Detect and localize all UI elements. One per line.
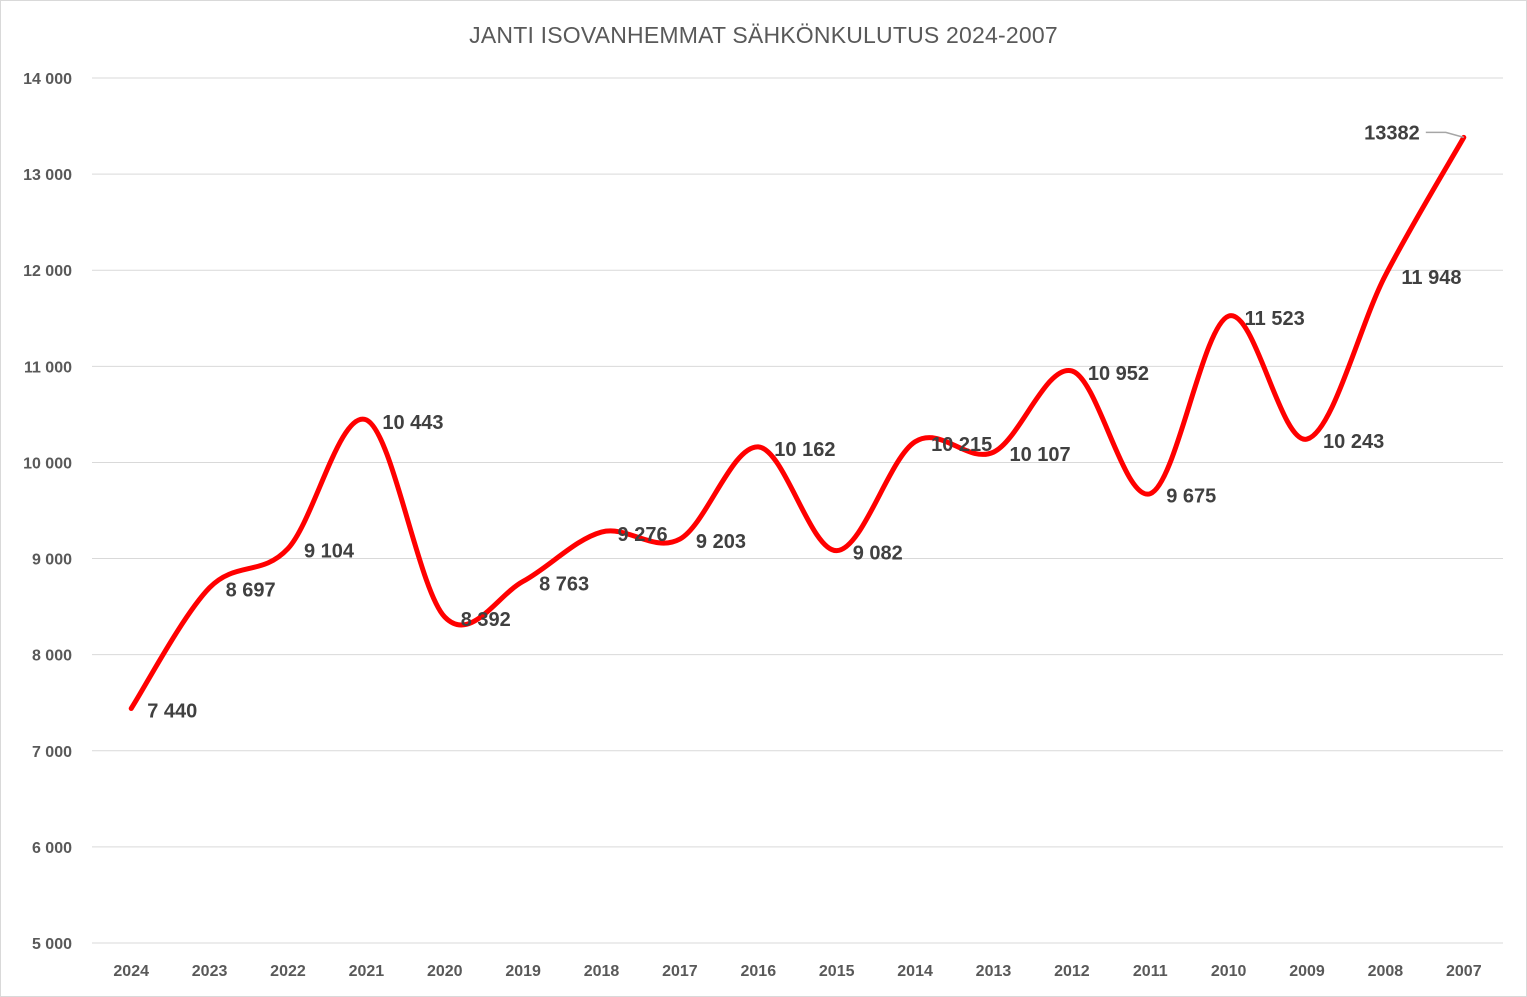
x-tick-label: 2011 <box>1133 963 1168 980</box>
data-label: 10 243 <box>1323 431 1384 453</box>
x-tick-label: 2023 <box>192 963 228 980</box>
x-tick-label: 2022 <box>270 963 306 980</box>
x-tick-label: 2018 <box>584 963 620 980</box>
data-label: 10 215 <box>931 434 992 456</box>
y-tick-label: 12 000 <box>23 263 72 280</box>
x-tick-label: 2007 <box>1446 963 1482 980</box>
data-label: 11 948 <box>1401 267 1461 289</box>
x-tick-label: 2019 <box>505 963 541 980</box>
data-label: 8 697 <box>226 580 276 602</box>
y-tick-label: 9 000 <box>32 552 72 569</box>
y-tick-label: 13 000 <box>23 167 72 184</box>
y-tick-label: 5 000 <box>32 936 72 953</box>
x-tick-label: 2010 <box>1211 963 1247 980</box>
data-label: 8 763 <box>539 573 589 595</box>
x-tick-label: 2021 <box>349 963 385 980</box>
series-line <box>128 134 1467 711</box>
y-tick-label: 14 000 <box>23 71 72 88</box>
x-tick-label: 2015 <box>819 963 855 980</box>
chart-title: JANTI ISOVANHEMMAT SÄHKÖNKULUTUS 2024-20… <box>469 22 1058 48</box>
data-label: 10 443 <box>382 412 443 434</box>
data-label: 10 952 <box>1088 363 1149 385</box>
x-tick-label: 2013 <box>976 963 1012 980</box>
x-tick-label: 2020 <box>427 963 463 980</box>
data-label: 8 392 <box>461 609 511 631</box>
x-tick-label: 2008 <box>1368 963 1404 980</box>
x-tick-label: 2016 <box>741 963 777 980</box>
data-label: 7 440 <box>147 700 197 722</box>
data-label: 9 675 <box>1166 486 1216 508</box>
data-label: 9 203 <box>696 531 746 553</box>
x-tick-label: 2009 <box>1289 963 1325 980</box>
data-label: 9 276 <box>618 524 668 546</box>
data-label: 9 082 <box>853 543 903 565</box>
y-tick-label: 7 000 <box>32 744 72 761</box>
x-tick-label: 2024 <box>113 963 149 980</box>
data-label: 10 107 <box>1009 444 1070 466</box>
data-label-leader <box>1425 131 1465 139</box>
x-tick-label: 2017 <box>662 963 698 980</box>
y-tick-label: 8 000 <box>32 648 72 665</box>
x-tick-label: 2012 <box>1054 963 1090 980</box>
y-tick-label: 6 000 <box>32 840 72 857</box>
x-tick-label: 2014 <box>897 963 933 980</box>
data-label: 13382 <box>1364 122 1420 144</box>
y-tick-label: 10 000 <box>23 455 72 472</box>
data-label: 11 523 <box>1245 308 1305 330</box>
y-tick-label: 11 000 <box>24 359 72 376</box>
data-label: 9 104 <box>304 541 355 563</box>
data-label: 10 162 <box>774 439 835 461</box>
